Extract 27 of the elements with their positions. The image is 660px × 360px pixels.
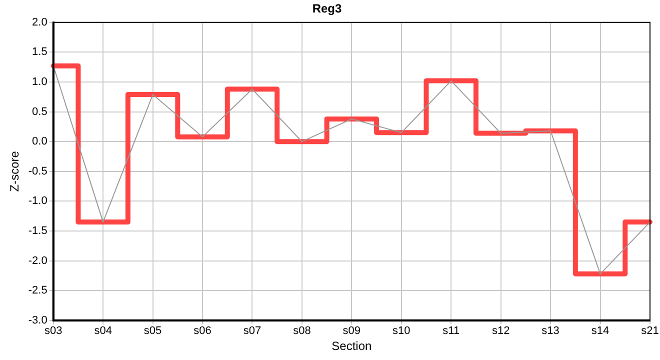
x-tick-label: s21 xyxy=(641,325,659,338)
x-tick-label: s14 xyxy=(591,325,610,338)
y-tick-label: 1.0 xyxy=(32,76,48,88)
y-tick-label: 0.0 xyxy=(32,136,48,148)
x-tick-label: s13 xyxy=(542,325,560,338)
chart-title: Reg3 xyxy=(312,2,342,16)
y-tick-label: -1.5 xyxy=(28,225,48,238)
x-tick-label: s04 xyxy=(94,325,112,338)
y-tick-label: -1.0 xyxy=(28,195,48,208)
x-tick-label: s12 xyxy=(492,325,510,338)
y-tick-label: 1.5 xyxy=(32,46,48,58)
x-tick-label: s10 xyxy=(392,325,410,338)
x-tick-label: s07 xyxy=(243,325,262,338)
y-tick-label: 2.0 xyxy=(32,16,48,28)
x-tick-label: s08 xyxy=(293,325,311,338)
x-tick-label: s06 xyxy=(194,325,212,338)
x-tick-label: s11 xyxy=(442,325,460,338)
y-tick-label: -0.5 xyxy=(28,165,48,178)
y-axis-title: Z-score xyxy=(8,150,22,192)
y-tick-label: -2.5 xyxy=(28,284,48,297)
y-tick-label: 0.5 xyxy=(32,106,48,118)
x-axis-title: Section xyxy=(332,339,372,354)
y-tick-label: -2.0 xyxy=(28,254,48,267)
x-tick-label: s03 xyxy=(44,325,62,338)
x-tick-label: s09 xyxy=(342,325,361,338)
y-tick-label: -3.0 xyxy=(28,314,48,326)
x-tick-label: s05 xyxy=(144,325,162,338)
